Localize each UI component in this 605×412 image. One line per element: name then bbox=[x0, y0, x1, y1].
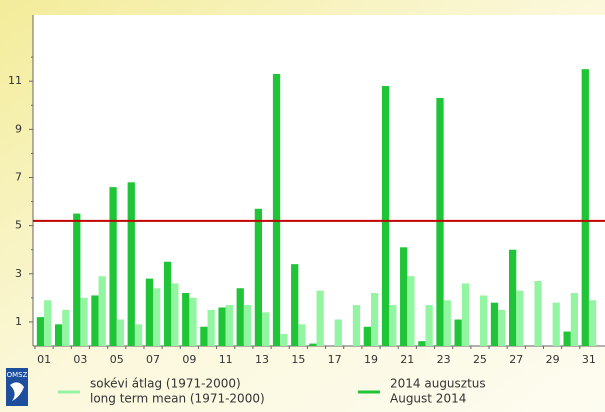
bar bbox=[588, 300, 597, 346]
bar bbox=[479, 295, 488, 346]
y-tick-label: 3 bbox=[15, 267, 22, 280]
bar bbox=[552, 302, 560, 346]
legend-label: 2014 augusztus bbox=[390, 377, 486, 391]
bar bbox=[407, 276, 415, 346]
y-tick-label: 1 bbox=[15, 315, 22, 328]
bar bbox=[54, 324, 63, 346]
y-tick-label: 11 bbox=[8, 74, 22, 87]
bar bbox=[443, 300, 451, 346]
bar bbox=[418, 341, 426, 346]
x-tick-label: 25 bbox=[473, 353, 487, 366]
bar bbox=[218, 307, 226, 346]
bar bbox=[36, 317, 45, 346]
x-tick-label: 03 bbox=[73, 353, 87, 366]
logo-icon bbox=[10, 382, 24, 401]
bar bbox=[400, 247, 408, 346]
bar bbox=[145, 278, 154, 346]
bar bbox=[109, 187, 117, 346]
bar bbox=[563, 331, 571, 346]
bar bbox=[334, 319, 342, 346]
bar bbox=[98, 276, 106, 346]
bar bbox=[236, 288, 244, 346]
logo-text: OMSZ bbox=[7, 371, 28, 379]
x-tick-label: 01 bbox=[37, 353, 51, 366]
x-tick-label: 05 bbox=[110, 353, 124, 366]
bar bbox=[498, 309, 506, 346]
bar bbox=[280, 333, 288, 346]
bar bbox=[316, 290, 324, 346]
legend-label: sokévi átlag (1971-2000) bbox=[90, 377, 241, 391]
bar bbox=[509, 249, 517, 346]
bar bbox=[298, 324, 306, 346]
bar bbox=[62, 309, 70, 346]
bar bbox=[171, 283, 179, 346]
bar bbox=[370, 293, 379, 346]
x-tick-label: 23 bbox=[437, 353, 451, 366]
bar bbox=[570, 293, 579, 346]
bar bbox=[454, 319, 462, 346]
logo: OMSZ bbox=[6, 368, 28, 406]
bar bbox=[262, 312, 270, 346]
x-tick-label: 29 bbox=[546, 353, 560, 366]
legend-label: long term mean (1971-2000) bbox=[90, 392, 265, 406]
bar bbox=[516, 290, 524, 346]
y-tick-label: 5 bbox=[15, 219, 22, 232]
y-tick-label: 7 bbox=[15, 170, 22, 183]
bar bbox=[182, 293, 190, 346]
bar bbox=[116, 319, 124, 346]
x-tick-label: 09 bbox=[182, 353, 196, 366]
x-tick-label: 15 bbox=[291, 353, 305, 366]
bar bbox=[163, 261, 172, 346]
bar bbox=[189, 297, 197, 346]
bar bbox=[73, 213, 81, 346]
x-tick-label: 17 bbox=[328, 353, 342, 366]
y-tick-label: 9 bbox=[15, 122, 22, 135]
bar bbox=[80, 297, 88, 346]
x-tick-label: 19 bbox=[364, 353, 378, 366]
bar bbox=[461, 283, 470, 346]
bar bbox=[436, 98, 444, 347]
bar bbox=[127, 182, 135, 346]
x-tick-label: 27 bbox=[509, 353, 523, 366]
bar bbox=[225, 305, 233, 346]
bar bbox=[389, 305, 397, 346]
bar bbox=[352, 305, 361, 346]
bar bbox=[243, 305, 252, 346]
bar bbox=[381, 86, 390, 347]
x-tick-label: 13 bbox=[255, 353, 269, 366]
bar bbox=[134, 324, 143, 346]
legend-label: August 2014 bbox=[390, 392, 466, 406]
x-tick-label: 07 bbox=[146, 353, 160, 366]
bar bbox=[425, 305, 433, 346]
bar bbox=[534, 281, 542, 346]
bar bbox=[272, 73, 281, 346]
bar bbox=[254, 208, 263, 346]
bar bbox=[207, 309, 215, 346]
bar bbox=[581, 69, 589, 346]
bar bbox=[363, 326, 371, 346]
x-tick-label: 31 bbox=[582, 353, 596, 366]
bar bbox=[490, 302, 499, 346]
bar bbox=[309, 343, 317, 346]
bar bbox=[91, 295, 99, 346]
x-tick-label: 11 bbox=[219, 353, 233, 366]
bar bbox=[153, 288, 161, 346]
bar bbox=[291, 264, 299, 346]
x-tick-label: 21 bbox=[400, 353, 414, 366]
bar bbox=[200, 326, 208, 346]
bar bbox=[44, 300, 52, 346]
